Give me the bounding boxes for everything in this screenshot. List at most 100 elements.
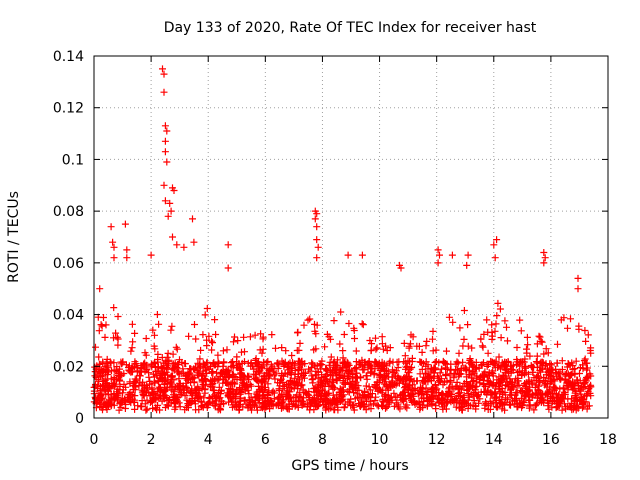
data-point (329, 391, 337, 399)
data-point (581, 379, 589, 386)
x-tick-label: 12 (428, 432, 446, 448)
data-point (455, 370, 463, 378)
data-point (538, 338, 546, 346)
data-point (148, 385, 156, 393)
data-point (274, 394, 282, 401)
data-point (394, 364, 402, 371)
data-point (116, 400, 124, 408)
data-point (162, 392, 170, 400)
data-point (299, 399, 307, 407)
data-point (487, 391, 495, 399)
grid-lines (94, 56, 608, 418)
data-point (160, 359, 168, 367)
data-point (164, 349, 172, 357)
data-point (199, 381, 207, 388)
x-tick-label: 0 (90, 432, 99, 448)
data-point (279, 385, 287, 393)
data-point (392, 399, 400, 407)
data-point (103, 375, 111, 383)
data-point (536, 333, 544, 341)
data-point (533, 389, 541, 397)
data-point (194, 359, 202, 367)
data-point (517, 327, 525, 335)
data-point (407, 331, 415, 339)
data-point (219, 362, 227, 370)
data-point (373, 401, 381, 409)
data-point (469, 362, 477, 370)
data-point (285, 400, 293, 408)
data-point (270, 395, 278, 403)
data-point (205, 332, 213, 340)
data-point (296, 363, 304, 371)
data-point (438, 394, 446, 402)
data-point (456, 324, 464, 332)
data-point (353, 390, 361, 398)
data-point (294, 403, 302, 411)
data-point (476, 379, 484, 387)
data-point (514, 374, 522, 382)
data-point (419, 379, 427, 387)
data-point (323, 397, 331, 405)
data-point (575, 385, 582, 393)
data-point (442, 405, 450, 413)
data-point (295, 346, 303, 354)
data-point (263, 369, 271, 377)
data-point (325, 400, 332, 408)
data-point (151, 363, 159, 371)
data-point (481, 383, 489, 390)
outlier-point (96, 285, 104, 293)
data-point (449, 318, 457, 326)
data-point (350, 324, 358, 332)
data-point (535, 332, 543, 340)
data-point (450, 385, 458, 393)
y-tick-label: 0.06 (53, 256, 84, 272)
x-axis-label: GPS time / hours (291, 458, 408, 474)
data-point (484, 349, 492, 357)
data-point (303, 390, 310, 398)
data-point (217, 368, 225, 376)
data-point (586, 370, 594, 378)
data-point (440, 359, 448, 367)
outlier-point (344, 251, 352, 259)
data-point (433, 372, 441, 380)
outlier-point (311, 215, 319, 223)
data-point (365, 383, 373, 391)
data-point (547, 393, 555, 401)
data-point (214, 406, 222, 414)
data-point (312, 367, 320, 375)
data-point (131, 375, 139, 383)
data-point (233, 353, 241, 361)
data-point (359, 321, 367, 329)
data-point (219, 400, 227, 407)
data-point (300, 321, 308, 329)
data-point (464, 390, 472, 398)
data-point (270, 365, 278, 372)
data-point (407, 397, 415, 405)
data-point (243, 383, 251, 391)
data-point (102, 360, 110, 368)
data-point (480, 359, 487, 367)
data-point (128, 364, 136, 372)
data-point (169, 350, 177, 358)
data-point (188, 387, 196, 395)
data-point (459, 358, 467, 366)
data-point (406, 376, 414, 384)
data-point (557, 316, 565, 324)
data-point (345, 368, 352, 376)
data-point (278, 344, 286, 352)
data-point (584, 402, 592, 410)
data-point (237, 365, 244, 373)
data-point (401, 388, 409, 396)
data-point (270, 371, 278, 379)
data-point (565, 360, 573, 368)
data-point (327, 367, 334, 375)
data-point (419, 360, 427, 368)
data-point (168, 382, 176, 390)
data-point (542, 361, 550, 369)
data-point (198, 402, 206, 410)
data-point (368, 390, 376, 398)
data-point (134, 402, 142, 410)
data-point (543, 383, 551, 391)
data-point (174, 397, 181, 405)
data-point (504, 358, 512, 365)
